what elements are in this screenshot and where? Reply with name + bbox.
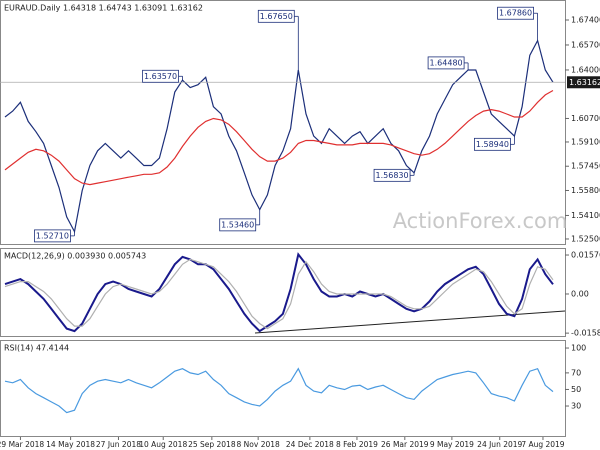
annotation-box (142, 69, 179, 83)
x-tick-label: 8 Nov 2018 (237, 440, 280, 449)
annotation-label: 1.63570 (144, 72, 177, 81)
y-tick-label: 1.59100 (571, 137, 600, 146)
x-tick-label: 29 Mar 2018 (0, 440, 44, 449)
trend-line (254, 310, 566, 334)
macd-panel (0, 248, 566, 337)
current-price-box (567, 76, 600, 89)
y-tick-label: 0.00 (571, 289, 589, 298)
annotation-label: 1.52710 (36, 231, 69, 240)
x-tick-label: 25 Sep 2018 (188, 440, 236, 449)
series-line (4, 367, 554, 414)
panel-title: EURAUD.Daily 1.64318 1.64743 1.63091 1.6… (4, 4, 203, 13)
annotation-box (474, 137, 511, 151)
y-tick-label: 1.64000 (571, 65, 600, 74)
y-tick-label: 1.57450 (571, 162, 600, 171)
y-tick-label: 100 (571, 344, 586, 353)
y-tick-label: 70 (571, 368, 581, 377)
series-line (4, 252, 554, 333)
x-tick-label: 9 May 2019 (430, 440, 474, 449)
annotation-label: 1.67650 (260, 12, 293, 21)
annotation-label: 1.53460 (221, 220, 254, 229)
annotation-label: 1.58940 (476, 140, 509, 149)
y-tick-label: 30 (571, 402, 581, 411)
watermark: ActionForex.com (393, 209, 568, 233)
y-tick-label: -0.015834 (571, 329, 600, 338)
series-line (4, 258, 554, 330)
y-tick-label: 1.52500 (571, 234, 600, 243)
panel-title: MACD(12,26,9) 0.003930 0.005743 (4, 252, 146, 261)
y-tick-label: 1.65700 (571, 40, 600, 49)
panel-title: RSI(14) 47.4144 (4, 344, 69, 353)
x-tick-label: 14 May 2018 (46, 440, 95, 449)
y-tick-label: 1.67400 (571, 15, 600, 24)
x-tick-label: 26 Mar 2019 (381, 440, 429, 449)
annotation-label: 1.56830 (376, 171, 409, 180)
x-tick-label: 27 Jun 2018 (96, 440, 141, 449)
y-tick-label: 50 (571, 385, 581, 394)
series-line (4, 89, 554, 186)
y-tick-label: 0.015762 (571, 251, 600, 260)
y-tick-label: 1.55800 (571, 186, 600, 195)
y-tick-label: 1.54100 (571, 211, 600, 220)
annotation-box (34, 229, 71, 243)
annotation-box (219, 218, 257, 232)
x-tick-label: 7 Aug 2019 (521, 440, 564, 449)
annotation-label: 1.64480 (430, 58, 463, 67)
annotation-label: 1.67860 (499, 9, 532, 18)
series-line (4, 38, 554, 234)
current-price-label: 1.63162 (569, 78, 600, 87)
x-tick-label: 24 Dec 2018 (286, 440, 334, 449)
annotation-box (427, 56, 465, 70)
price-panel (0, 0, 566, 245)
rsi-panel (0, 340, 566, 437)
annotation-box (373, 168, 411, 182)
x-tick-label: 10 Aug 2018 (139, 440, 187, 449)
y-tick-label: 1.60700 (571, 114, 600, 123)
annotation-box (257, 9, 295, 23)
x-tick-label: 24 Jun 2019 (477, 440, 522, 449)
x-tick-label: 8 Feb 2019 (336, 440, 378, 449)
annotation-box (497, 6, 534, 20)
